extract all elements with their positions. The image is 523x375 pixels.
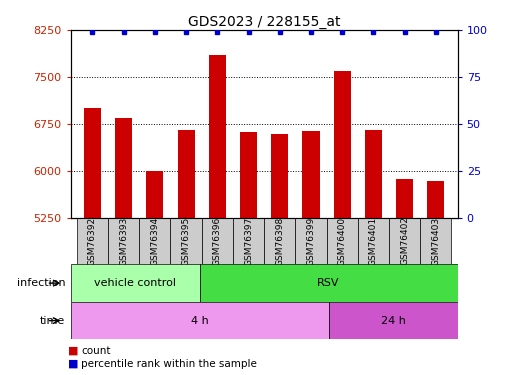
Text: GSM76392: GSM76392 [88,216,97,266]
Text: ■: ■ [68,359,78,369]
Bar [365,130,382,218]
Bar [177,130,195,218]
Bar [200,264,458,302]
Text: GSM76393: GSM76393 [119,216,128,266]
Bar [328,302,458,339]
Bar [358,217,389,264]
Text: GSM76396: GSM76396 [213,216,222,266]
Bar [84,108,101,218]
Bar [264,217,295,264]
Text: vehicle control: vehicle control [94,278,176,288]
Text: GSM76394: GSM76394 [151,216,160,266]
Text: GSM76400: GSM76400 [338,216,347,266]
Bar [209,55,226,217]
Bar [240,132,257,218]
Title: GDS2023 / 228155_at: GDS2023 / 228155_at [188,15,340,29]
Bar [396,179,413,218]
Bar [302,131,320,218]
Bar [389,217,420,264]
Text: 4 h: 4 h [191,316,209,326]
Bar [71,302,328,339]
Bar [139,217,170,264]
Text: GSM76403: GSM76403 [431,216,440,266]
Text: count: count [81,346,110,355]
Bar [115,117,132,218]
Bar [146,171,164,217]
Text: GSM76397: GSM76397 [244,216,253,266]
Text: GSM76402: GSM76402 [400,216,409,266]
Text: 24 h: 24 h [381,316,405,326]
Bar [420,217,451,264]
Bar [326,217,358,264]
Bar [233,217,264,264]
Bar [334,70,351,217]
Text: ■: ■ [68,346,78,355]
Bar [108,217,139,264]
Bar [170,217,202,264]
Text: RSV: RSV [317,278,340,288]
Text: GSM76399: GSM76399 [306,216,315,266]
Text: GSM76398: GSM76398 [275,216,284,266]
Bar [71,264,200,302]
Bar [77,217,108,264]
Text: GSM76401: GSM76401 [369,216,378,266]
Bar [202,217,233,264]
Text: GSM76395: GSM76395 [181,216,190,266]
Text: percentile rank within the sample: percentile rank within the sample [81,359,257,369]
Bar [295,217,326,264]
Text: time: time [40,316,65,326]
Bar [271,134,288,218]
Bar [427,181,445,218]
Text: infection: infection [17,278,65,288]
